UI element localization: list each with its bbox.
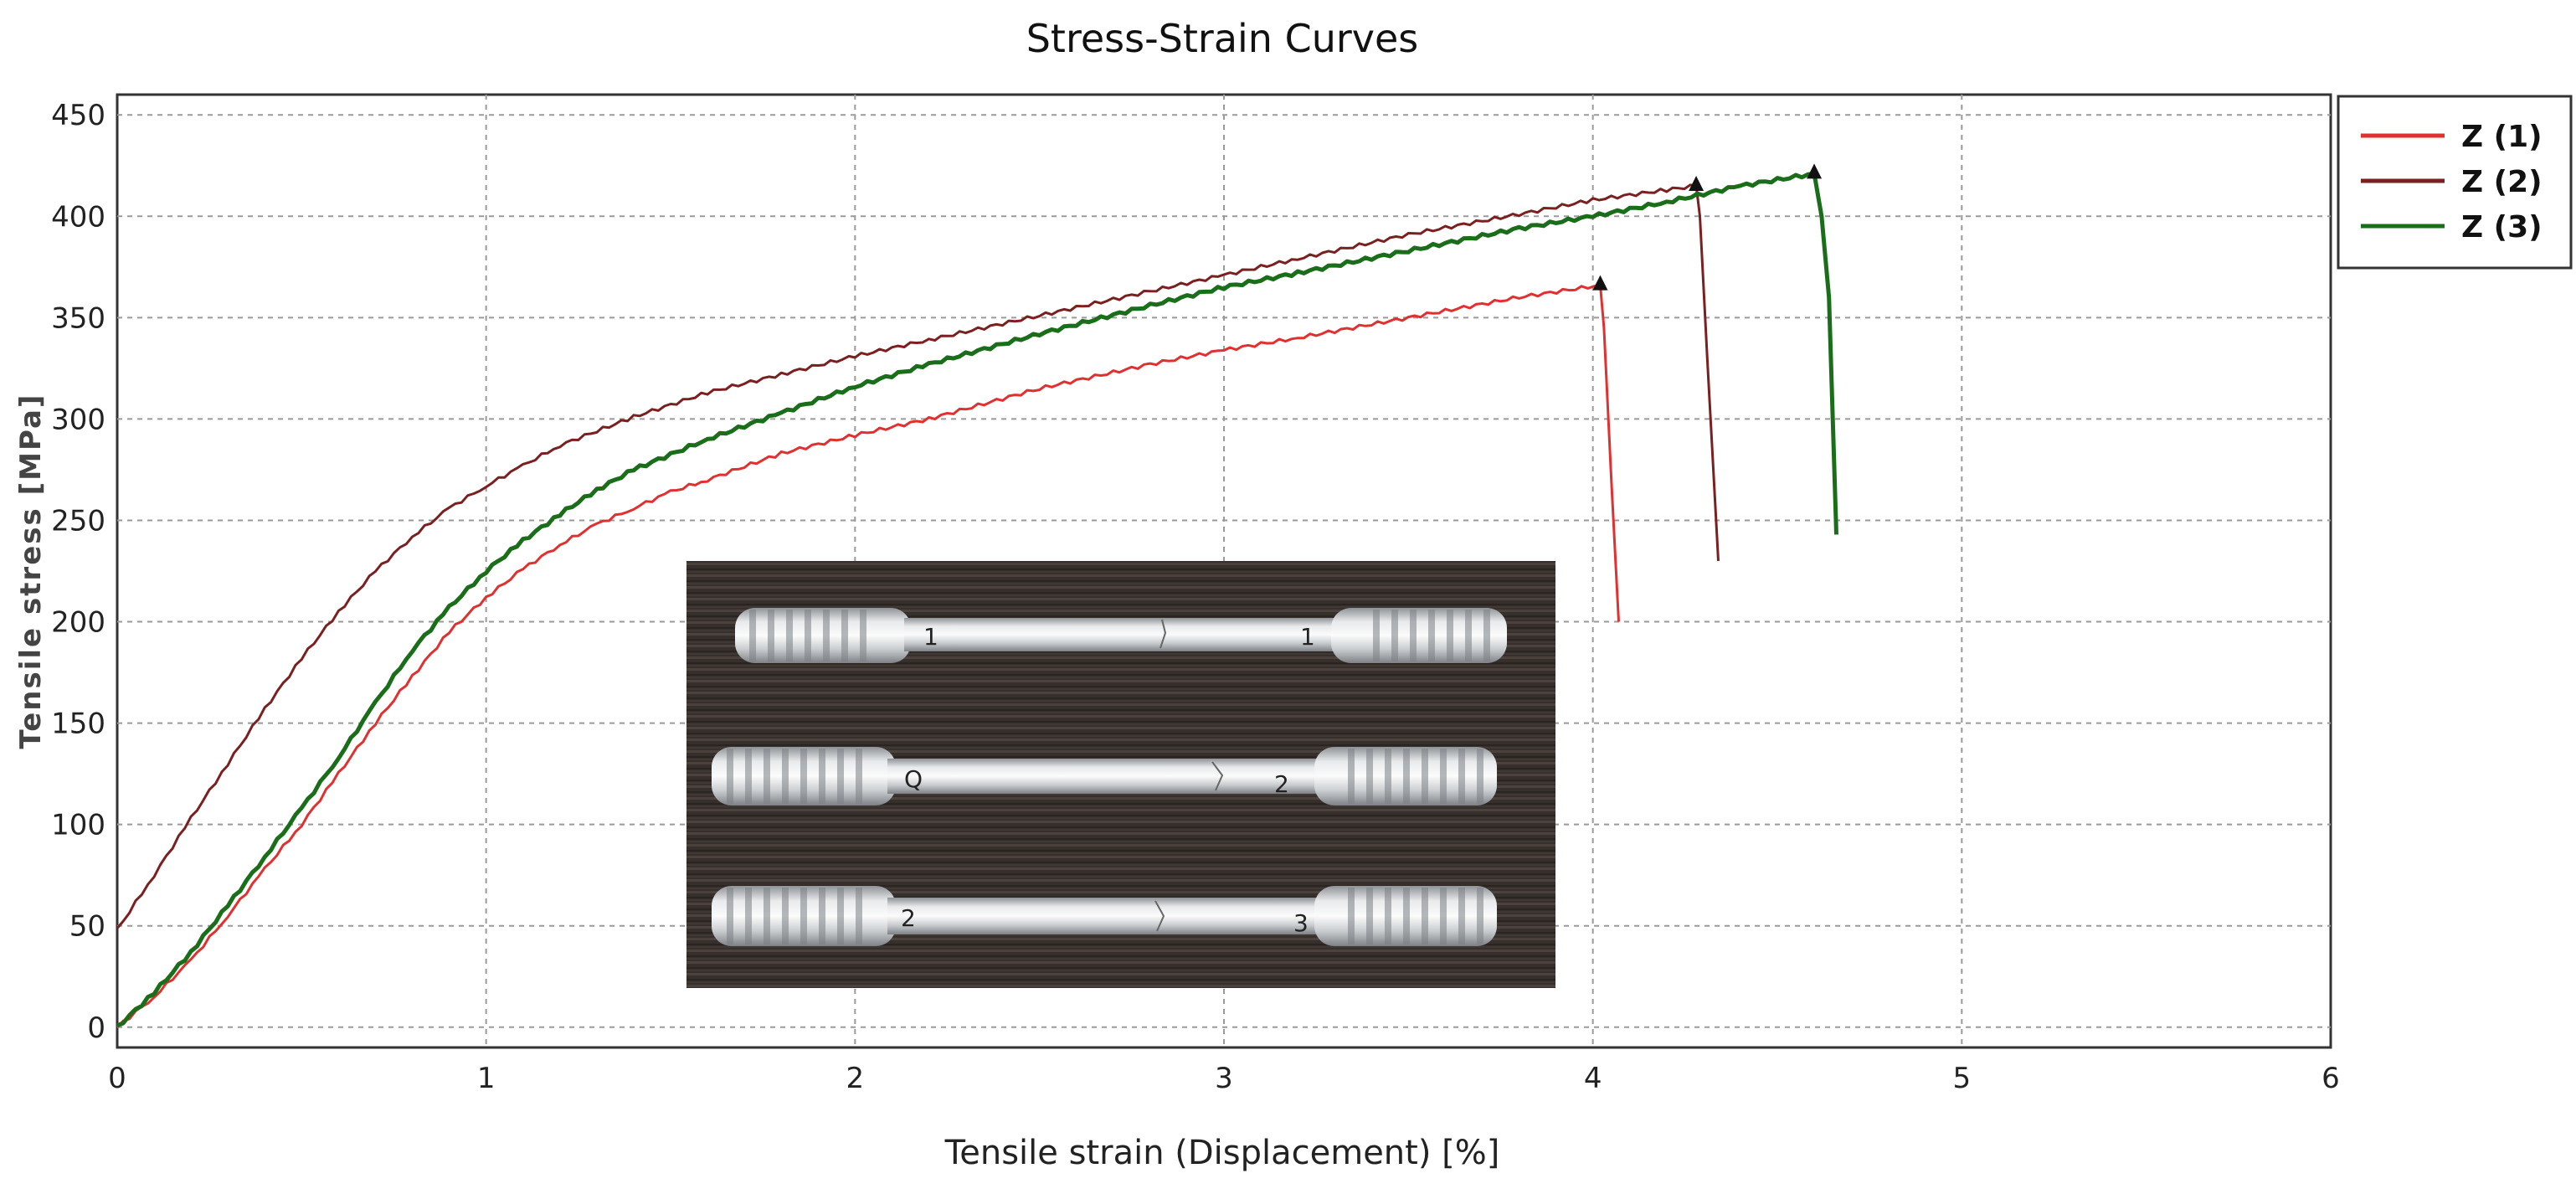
specimen-2: Q 2 bbox=[712, 747, 1497, 805]
legend: Z (1) Z (2) Z (3) bbox=[2337, 95, 2573, 270]
series-lines bbox=[116, 171, 1838, 1028]
y-tick-label: 400 bbox=[51, 200, 105, 234]
chart-title: Stress-Strain Curves bbox=[1026, 16, 1419, 61]
specimen-mark: 1 bbox=[1300, 623, 1315, 651]
y-tick-label: 450 bbox=[51, 99, 105, 132]
legend-label: Z (2) bbox=[2461, 165, 2543, 199]
specimen-mark: 1 bbox=[923, 623, 938, 651]
x-tick-label: 0 bbox=[108, 1062, 126, 1095]
fracture-marker bbox=[1807, 163, 1823, 179]
legend-label: Z (1) bbox=[2461, 120, 2543, 154]
y-tick-label: 50 bbox=[69, 910, 105, 944]
y-tick-label: 250 bbox=[51, 504, 105, 538]
fracture-marker bbox=[1592, 275, 1608, 291]
series-line-3 bbox=[116, 171, 1838, 1028]
specimen-mark: Q bbox=[904, 765, 923, 793]
fracture-markers bbox=[1592, 163, 1823, 291]
x-tick-label: 1 bbox=[477, 1062, 496, 1095]
y-tick-label: 0 bbox=[87, 1011, 105, 1045]
y-tick-label: 200 bbox=[51, 606, 105, 640]
y-axis-ticks: 0 50 100 150 200 250 300 350 400 450 bbox=[51, 99, 105, 1045]
specimen-mark: 3 bbox=[1293, 909, 1309, 937]
specimen-3: 2 3 bbox=[712, 886, 1497, 946]
specimen-mark: 2 bbox=[1274, 770, 1289, 798]
y-tick-label: 150 bbox=[51, 708, 105, 741]
x-tick-label: 5 bbox=[1953, 1062, 1972, 1095]
x-tick-label: 4 bbox=[1584, 1062, 1602, 1095]
x-axis-ticks: 0 1 2 3 4 5 6 bbox=[108, 1062, 2340, 1095]
y-tick-label: 350 bbox=[51, 301, 105, 335]
fracture-marker bbox=[1689, 175, 1704, 191]
x-tick-label: 3 bbox=[1215, 1062, 1233, 1095]
legend-label: Z (3) bbox=[2461, 210, 2543, 244]
specimen-mark: 2 bbox=[901, 904, 916, 932]
y-tick-label: 300 bbox=[51, 403, 105, 436]
x-tick-label: 6 bbox=[2321, 1062, 2340, 1095]
specimen-1: 1 1 bbox=[735, 608, 1507, 663]
series-line-2 bbox=[116, 183, 1720, 929]
y-axis-label: Tensile stress [MPa] bbox=[14, 394, 48, 749]
series-line-1 bbox=[116, 284, 1620, 1028]
x-tick-label: 2 bbox=[846, 1062, 865, 1095]
inset-specimen-photo: 1 1 Q 2 bbox=[686, 561, 1555, 988]
x-axis-label: Tensile strain (Displacement) [%] bbox=[944, 1134, 1500, 1172]
y-tick-label: 100 bbox=[51, 809, 105, 842]
